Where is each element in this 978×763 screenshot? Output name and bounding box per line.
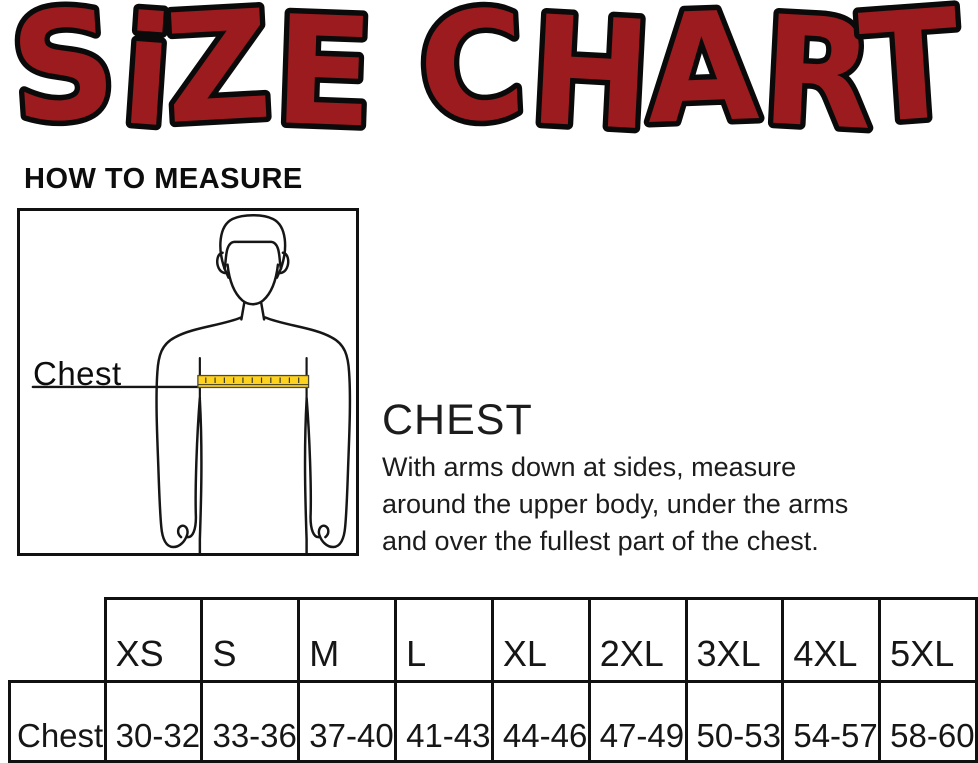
row-header-chest: Chest bbox=[8, 680, 107, 763]
title-art: SiZE CHART bbox=[0, 0, 971, 152]
jaw bbox=[226, 263, 280, 306]
hairline bbox=[223, 240, 283, 270]
measuring-tape-icon bbox=[197, 374, 310, 389]
chest-value-cell: 50-53 bbox=[684, 680, 785, 763]
hair-outline bbox=[219, 213, 287, 270]
chest-value-cell: 58-60 bbox=[878, 680, 978, 763]
chest-value-cell: 30-32 bbox=[103, 680, 204, 763]
measurement-diagram: Chest bbox=[17, 208, 359, 556]
title-text: SiZE CHART bbox=[5, 0, 965, 152]
torso-right bbox=[303, 398, 308, 553]
arm-left-inner bbox=[185, 396, 202, 539]
chest-value-cell: 41-43 bbox=[394, 680, 494, 763]
size-column-header: 4XL bbox=[781, 597, 882, 683]
ear-right bbox=[276, 251, 290, 275]
size-column-header: XS bbox=[103, 597, 204, 683]
torso-left bbox=[198, 398, 203, 553]
chest-value-cell: 37-40 bbox=[297, 680, 398, 763]
chest-description: With arms down at sides, measure around … bbox=[382, 452, 849, 556]
empty-corner-cell bbox=[10, 599, 106, 682]
size-header-row: XS S M L XL 2XL 3XL 4XL 5XL bbox=[10, 597, 978, 683]
arm-right bbox=[263, 316, 352, 549]
chest-value-cell: 44-46 bbox=[490, 680, 591, 763]
page-title: SiZE CHART bbox=[0, 0, 978, 152]
chest-diagram-label: Chest bbox=[33, 355, 122, 392]
size-column-header: XL bbox=[490, 597, 591, 683]
arm-right-inner bbox=[305, 396, 321, 539]
how-to-measure-heading: HOW TO MEASURE bbox=[24, 163, 303, 195]
chest-section-heading: CHEST bbox=[382, 396, 533, 444]
size-column-header: S bbox=[200, 597, 301, 683]
size-column-header: 3XL bbox=[684, 597, 785, 683]
male-torso-figure-icon bbox=[31, 213, 352, 553]
size-table: XS S M L XL 2XL 3XL 4XL 5XL Chest 30-32 … bbox=[8, 597, 978, 763]
chest-value-cell: 54-57 bbox=[781, 680, 882, 763]
neck-right bbox=[259, 301, 266, 321]
chest-values-row: Chest 30-32 33-36 37-40 41-43 44-46 47-4… bbox=[8, 680, 978, 763]
arm-left bbox=[155, 316, 243, 549]
size-column-header: M bbox=[297, 597, 398, 683]
size-column-header: 5XL bbox=[878, 597, 978, 683]
ear-left bbox=[216, 251, 229, 275]
chest-value-cell: 47-49 bbox=[587, 680, 688, 763]
size-column-header: L bbox=[394, 597, 494, 683]
chest-value-cell: 33-36 bbox=[200, 680, 301, 763]
size-column-header: 2XL bbox=[587, 597, 688, 683]
